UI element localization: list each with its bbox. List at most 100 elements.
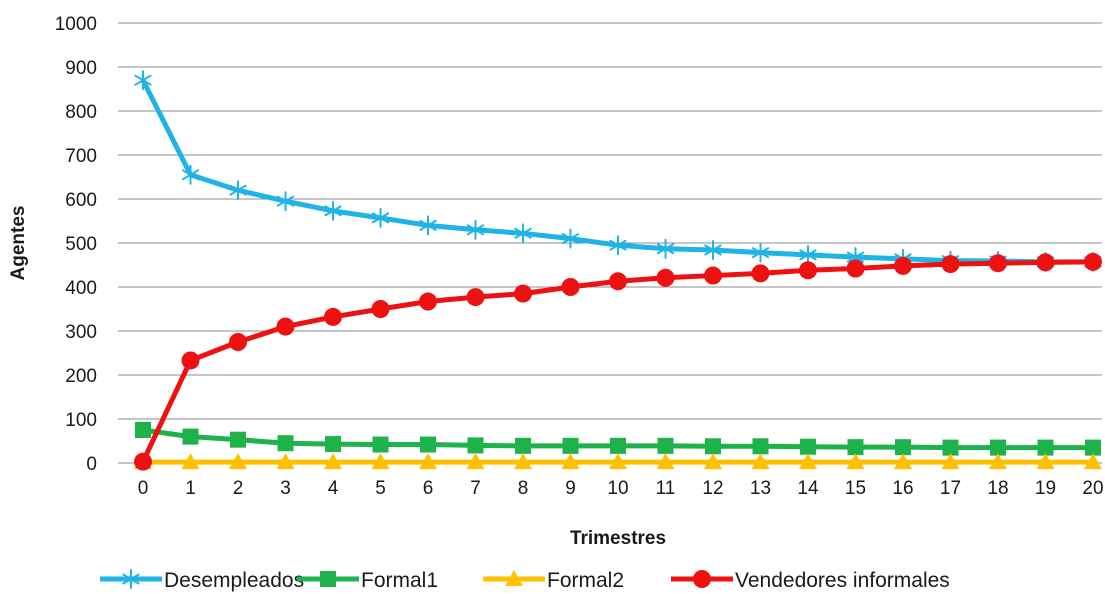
x-axis-tick-labels: 0 1 2 3 4 5 6 7 8 9 10 11 12 13 14 15 16 17 18 19 20	[138, 478, 1104, 499]
data-point-circle	[419, 292, 437, 311]
data-point-circle	[561, 278, 580, 296]
y-tick-label: 800	[65, 102, 97, 123]
data-point-circle	[276, 317, 295, 336]
y-tick-label: 0	[86, 454, 97, 475]
data-point-square	[895, 439, 911, 456]
data-point-triangle	[846, 453, 865, 470]
data-point-triangle	[704, 453, 722, 470]
data-point-circle	[609, 272, 627, 291]
data-point-circle	[704, 266, 722, 285]
legend-label: Formal1	[361, 569, 438, 592]
data-point-circle	[846, 259, 865, 278]
data-point-triangle	[656, 453, 675, 470]
data-point-square	[325, 436, 341, 453]
x-tick-label: 0	[138, 478, 149, 499]
data-point-asterisk	[181, 164, 200, 185]
data-point-asterisk	[656, 238, 675, 259]
data-point-circle	[229, 333, 247, 351]
data-point-asterisk	[324, 200, 342, 221]
data-point-triangle	[419, 453, 437, 470]
data-point-square	[752, 438, 769, 455]
data-point-square	[182, 428, 199, 445]
data-point-circle	[371, 300, 390, 318]
data-point-square	[277, 435, 294, 452]
x-tick-label: 3	[280, 478, 291, 499]
data-point-square	[657, 437, 674, 454]
x-tick-label: 17	[940, 478, 961, 499]
x-tick-label: 4	[328, 478, 339, 499]
data-point-square	[467, 437, 484, 454]
series-line	[140, 259, 1094, 463]
y-tick-label: 400	[65, 278, 97, 299]
data-point-square	[515, 437, 531, 454]
data-point-square	[610, 437, 626, 454]
legend-label: Vendedores informales	[735, 569, 950, 592]
y-tick-label: 600	[65, 190, 97, 211]
data-point-triangle	[466, 453, 485, 470]
y-tick-label: 100	[65, 410, 97, 431]
data-point-circle	[1084, 252, 1102, 271]
data-point-square	[1037, 439, 1054, 456]
legend-label: Formal2	[547, 569, 624, 592]
data-point-triangle	[894, 453, 912, 470]
y-tick-label: 700	[65, 146, 97, 167]
data-point-triangle	[799, 453, 817, 470]
data-point-square	[230, 431, 246, 448]
data-point-square	[942, 439, 959, 456]
legend-item: Formal1	[297, 569, 438, 592]
x-tick-label: 16	[892, 478, 913, 499]
y-tick-label: 300	[65, 322, 97, 343]
series-group	[134, 70, 1102, 471]
data-point-asterisk	[229, 180, 247, 201]
legend-item: Formal2	[483, 569, 624, 592]
data-point-circle	[656, 268, 675, 287]
y-tick-label: 900	[65, 58, 97, 79]
data-point-asterisk	[704, 240, 722, 261]
legend-item: Vendedores informales	[671, 569, 950, 592]
data-point-triangle	[989, 453, 1007, 470]
data-point-square	[800, 438, 816, 455]
data-point-triangle	[276, 453, 295, 470]
data-point-square	[705, 438, 721, 455]
x-tick-label: 7	[470, 478, 481, 499]
data-point-square	[1085, 439, 1101, 456]
data-point-triangle	[181, 453, 200, 470]
x-tick-label: 8	[518, 478, 529, 499]
x-tick-label: 11	[656, 478, 676, 499]
data-point-asterisk	[799, 244, 817, 265]
data-point-circle	[1036, 253, 1055, 272]
legend-item: Desempleados	[100, 569, 304, 592]
x-tick-label: 20	[1082, 478, 1103, 499]
data-point-triangle	[941, 453, 960, 470]
data-point-triangle	[561, 453, 580, 470]
data-point-circle	[514, 284, 532, 303]
y-axis-tick-labels: 0 100 200 300 400 500 600 700 800 900 1000	[55, 14, 97, 475]
data-point-asterisk	[609, 235, 627, 256]
data-point-square	[990, 439, 1006, 456]
x-tick-label: 5	[375, 478, 386, 499]
x-tick-label: 19	[1035, 478, 1056, 499]
x-tick-label: 1	[185, 478, 196, 499]
data-point-circle	[466, 288, 485, 307]
data-point-asterisk	[561, 228, 580, 249]
y-tick-label: 200	[65, 366, 97, 387]
data-point-asterisk	[751, 242, 770, 263]
data-point-triangle	[514, 453, 532, 470]
data-point-asterisk	[514, 223, 532, 244]
data-point-circle	[799, 261, 817, 280]
data-point-triangle	[751, 453, 770, 470]
x-tick-label: 6	[423, 478, 434, 499]
data-point-square	[847, 439, 864, 456]
y-axis-title: Agentes	[8, 206, 29, 281]
data-point-circle	[751, 264, 770, 283]
data-point-circle	[989, 254, 1007, 273]
data-point-circle	[181, 351, 200, 370]
data-point-circle	[941, 255, 960, 274]
data-point-square	[320, 571, 336, 587]
y-tick-label: 500	[65, 234, 97, 255]
data-point-circle	[693, 570, 711, 588]
legend: Desempleados Formal1 Formal2 Vendedores inf…	[100, 569, 950, 592]
x-axis-title: Trimestres	[570, 528, 666, 549]
data-point-square	[562, 437, 579, 454]
data-point-square	[372, 436, 389, 453]
